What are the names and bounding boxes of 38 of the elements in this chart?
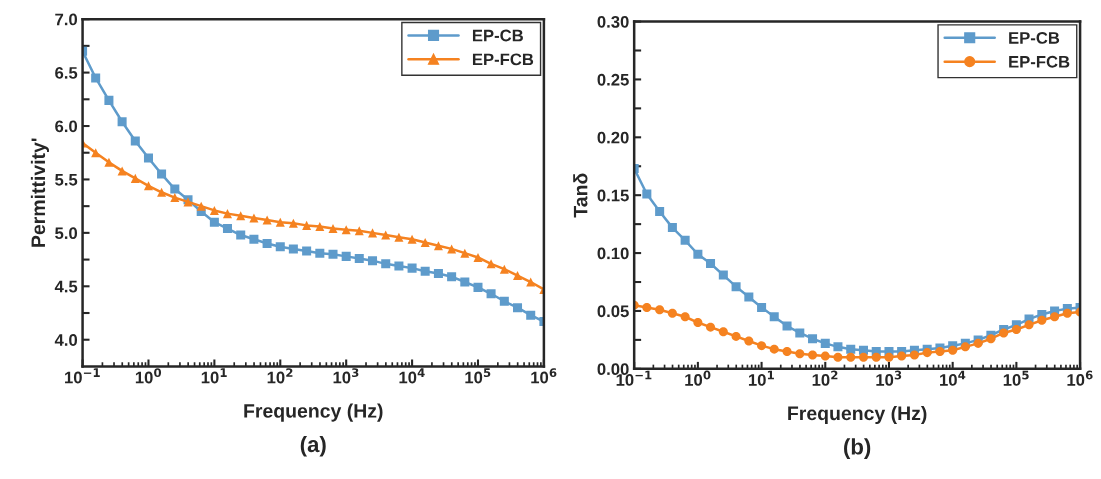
legend-label: EP-FCB	[1009, 55, 1070, 68]
text: (b)	[844, 438, 871, 459]
y-tick-label: 0.10	[597, 247, 629, 260]
legend-label: EP-CB	[472, 29, 523, 42]
text: (a)	[300, 435, 326, 457]
x-tick-label: 10$^{1}$	[201, 368, 227, 384]
x-tick-label: 10$^{5}$	[1003, 370, 1029, 386]
x-tick-label: 10$^{1}$	[748, 370, 774, 386]
x-tick-label: 10$^{6}$	[531, 368, 557, 384]
x-axis-title: Frequency (Hz)	[788, 405, 927, 425]
legend-label: EP-FCB	[472, 53, 534, 66]
x-tick-label: 10$^{2}$	[267, 368, 293, 384]
y-tick-label: 0.20	[597, 131, 629, 144]
x-axis-title: Frequency (Hz)	[244, 403, 383, 422]
x-tick-label: 10$^{−1}$	[65, 368, 100, 384]
y-tick-label: 5.5	[55, 174, 78, 186]
y-axis-title: Permittivity'	[30, 138, 49, 247]
x-tick-label: 10$^{6}$	[1067, 370, 1093, 386]
x-tick-label: 10$^{4}$	[940, 370, 966, 386]
x-tick-label: 10$^{0}$	[685, 370, 711, 386]
y-tick-label: 6.5	[55, 66, 78, 79]
y-tick-label: 4.5	[54, 280, 78, 293]
y-tick-label: 0.15	[597, 189, 629, 202]
y-axis-title: Tanδ	[573, 173, 588, 218]
y-tick-label: 4.0	[54, 334, 78, 346]
x-tick-label: 10$^{3}$	[333, 368, 359, 384]
y-tick-label: 0.05	[597, 305, 629, 318]
y-tick-label: 0.30	[597, 15, 629, 28]
y-tick-label: 6.0	[55, 120, 78, 133]
x-tick-label: 10$^{0}$	[135, 368, 162, 384]
x-tick-label: 10$^{4}$	[399, 368, 425, 384]
y-tick-label: 5.0	[55, 227, 78, 240]
x-tick-label: 10$^{2}$	[812, 370, 838, 386]
legend-label: EP-CB	[1009, 32, 1060, 44]
x-tick-label: 10$^{5}$	[465, 368, 491, 384]
x-tick-label: 10$^{3}$	[876, 370, 902, 386]
y-tick-label: 7.0	[55, 13, 78, 26]
y-tick-label: 0.25	[597, 73, 629, 86]
